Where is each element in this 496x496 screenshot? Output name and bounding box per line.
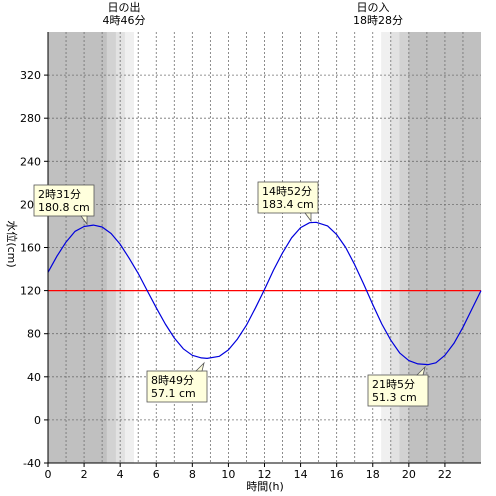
x-tick-label: 2 (81, 468, 88, 481)
callout-level: 180.8 cm (38, 201, 90, 214)
sunrise-time: 4時46分 (103, 14, 146, 27)
x-tick-label: 18 (366, 468, 380, 481)
callout-box (33, 184, 95, 217)
callout-pointer (80, 215, 88, 226)
y-tick-label: 160 (20, 242, 41, 255)
callout-level: 57.1 cm (151, 387, 196, 400)
x-axis-title: 時間(h) (246, 480, 284, 493)
x-tick-label: 8 (189, 468, 196, 481)
callout-time: 8時49分 (151, 374, 194, 387)
y-tick-label: 0 (34, 414, 41, 427)
callout-pointer (416, 365, 426, 376)
callout-time: 2時31分 (38, 188, 81, 201)
x-tick-label: 6 (153, 468, 160, 481)
x-tick-label: 0 (45, 468, 52, 481)
x-tick-label: 4 (117, 468, 124, 481)
callout-box (146, 370, 208, 403)
callout-time: 21時5分 (372, 378, 415, 391)
y-tick-label: 320 (20, 69, 41, 82)
y-tick-label: 280 (20, 112, 41, 125)
y-axis-title: 水位(cm) (5, 220, 19, 267)
y-tick-label: -40 (23, 457, 41, 470)
x-tick-label: 20 (402, 468, 416, 481)
sunrise-label: 日の出 (108, 0, 141, 14)
tide-line (47, 221, 482, 366)
series-group (47, 221, 482, 366)
callout-level: 51.3 cm (372, 391, 417, 404)
y-tick-label: 120 (20, 285, 41, 298)
x-tick-label: 14 (294, 468, 308, 481)
x-tick-labels: 0 2 4 6 8 10 12 14 16 18 20 22 (45, 463, 452, 481)
shade-band (106, 32, 116, 463)
y-tick-label: 40 (27, 371, 41, 384)
callout-level: 183.4 cm (262, 198, 314, 211)
sun-labels: 日の出 4時46分 日の入 18時28分 (103, 0, 404, 27)
sunset-time: 18時28分 (353, 14, 403, 27)
callout-box (367, 374, 429, 407)
x-tick-label: 22 (438, 468, 452, 481)
shade-band (390, 32, 400, 463)
shade-band (399, 32, 409, 463)
callout-time: 14時52分 (262, 185, 312, 198)
sunset-label: 日の入 (357, 1, 390, 14)
callout-pointer (195, 361, 205, 372)
y-tick-label: 240 (20, 155, 41, 168)
x-tick-label: 10 (221, 468, 235, 481)
x-tick-label: 16 (330, 468, 344, 481)
callout-pointer (304, 212, 312, 223)
callout-box (257, 181, 319, 214)
x-tick-label: 12 (258, 468, 272, 481)
y-tick-label: 80 (27, 328, 41, 341)
